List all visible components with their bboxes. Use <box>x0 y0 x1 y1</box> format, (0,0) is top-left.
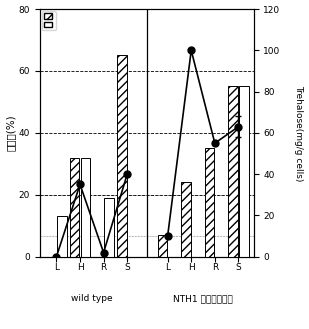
Bar <box>104 198 114 257</box>
Bar <box>117 56 126 257</box>
Bar <box>228 87 238 257</box>
Bar <box>57 216 66 257</box>
Bar <box>239 87 248 257</box>
Bar <box>181 182 191 257</box>
Bar <box>81 158 90 257</box>
Text: wild type: wild type <box>71 294 112 303</box>
Y-axis label: 生存率(%): 生存率(%) <box>6 114 15 151</box>
Y-axis label: Trehalose(mg/g cells): Trehalose(mg/g cells) <box>294 85 303 181</box>
Text: NTH1 遅伝子破壊株: NTH1 遅伝子破壊株 <box>173 294 233 303</box>
Bar <box>158 235 167 257</box>
Bar <box>205 148 214 257</box>
Legend: , : , <box>42 11 56 30</box>
Bar <box>70 158 79 257</box>
